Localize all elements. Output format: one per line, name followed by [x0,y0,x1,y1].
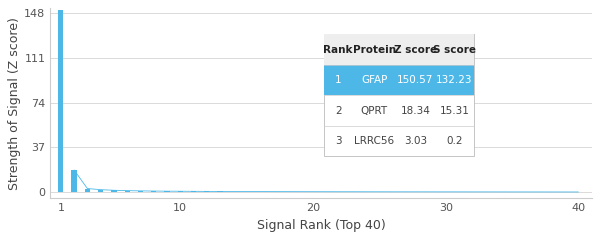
Bar [178,191,183,192]
Text: 15.31: 15.31 [439,106,469,116]
Text: 3: 3 [335,136,341,146]
Bar [138,191,143,192]
Text: Z score: Z score [394,45,437,54]
Bar [58,10,64,192]
Bar [191,191,196,192]
Bar [125,191,130,192]
Bar [98,190,103,192]
Text: 132.23: 132.23 [436,75,473,85]
Bar [151,191,157,192]
Text: 18.34: 18.34 [400,106,430,116]
Text: Rank: Rank [323,45,353,54]
Text: 2: 2 [335,106,341,116]
Text: GFAP: GFAP [361,75,388,85]
X-axis label: Signal Rank (Top 40): Signal Rank (Top 40) [257,219,385,232]
Text: LRRC56: LRRC56 [354,136,394,146]
Text: 1: 1 [335,75,341,85]
Text: 150.57: 150.57 [397,75,433,85]
Text: Protein: Protein [353,45,396,54]
Bar [111,190,116,192]
Y-axis label: Strength of Signal (Z score): Strength of Signal (Z score) [8,17,22,190]
Text: 3.03: 3.03 [404,136,427,146]
Bar [164,191,170,192]
Bar [85,189,90,192]
Bar [71,170,77,192]
Text: 0.2: 0.2 [446,136,463,146]
Text: S score: S score [433,45,476,54]
Text: QPRT: QPRT [361,106,388,116]
